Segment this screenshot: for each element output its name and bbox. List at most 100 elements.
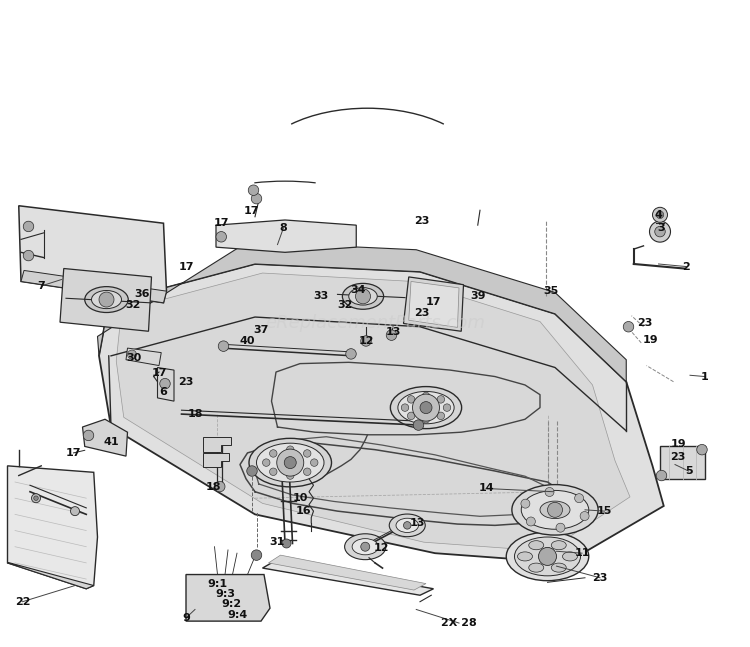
Circle shape (346, 349, 356, 359)
Text: 9:4: 9:4 (226, 609, 248, 620)
Text: 14: 14 (478, 483, 494, 494)
Polygon shape (126, 348, 161, 366)
Circle shape (23, 250, 34, 261)
Circle shape (652, 207, 668, 223)
Text: 9:1: 9:1 (208, 578, 227, 589)
Text: 22: 22 (15, 597, 30, 607)
Ellipse shape (396, 518, 418, 532)
Ellipse shape (551, 541, 566, 550)
Text: 13: 13 (386, 327, 400, 337)
Text: 39: 39 (471, 291, 486, 302)
Polygon shape (8, 563, 94, 589)
Text: 23: 23 (414, 307, 429, 318)
Circle shape (216, 232, 226, 242)
Circle shape (83, 430, 94, 441)
Circle shape (214, 481, 225, 492)
Circle shape (413, 420, 424, 430)
Circle shape (422, 415, 430, 423)
Ellipse shape (562, 552, 578, 561)
Circle shape (413, 394, 440, 421)
Polygon shape (202, 453, 229, 467)
Circle shape (361, 542, 370, 551)
Polygon shape (404, 277, 464, 331)
Text: 11: 11 (574, 548, 590, 558)
Polygon shape (268, 555, 426, 590)
Circle shape (282, 539, 291, 548)
Text: 17: 17 (178, 262, 194, 272)
Text: 40: 40 (240, 336, 255, 346)
Circle shape (284, 457, 296, 468)
Polygon shape (60, 269, 152, 331)
Ellipse shape (521, 490, 589, 529)
Text: 17: 17 (152, 367, 167, 378)
Circle shape (697, 444, 707, 455)
Circle shape (656, 211, 664, 219)
Text: 23: 23 (670, 452, 686, 462)
Ellipse shape (390, 387, 461, 429)
Circle shape (437, 412, 445, 420)
Polygon shape (19, 206, 166, 303)
Text: 7: 7 (38, 281, 45, 291)
Text: 10: 10 (292, 493, 308, 503)
Text: 32: 32 (126, 300, 141, 311)
Circle shape (286, 472, 294, 479)
Circle shape (277, 449, 304, 476)
Text: 12: 12 (374, 543, 388, 553)
Circle shape (574, 494, 584, 503)
Circle shape (420, 402, 432, 413)
Circle shape (70, 507, 80, 516)
Circle shape (128, 350, 136, 359)
Ellipse shape (389, 514, 425, 537)
Ellipse shape (514, 537, 580, 576)
Ellipse shape (518, 552, 532, 561)
Circle shape (655, 226, 665, 237)
Text: 1: 1 (701, 371, 709, 382)
Polygon shape (409, 281, 459, 327)
Text: 8: 8 (280, 223, 287, 233)
Polygon shape (262, 560, 434, 595)
Ellipse shape (529, 541, 544, 550)
Text: 18: 18 (188, 409, 202, 419)
Circle shape (556, 523, 565, 532)
Circle shape (443, 404, 451, 411)
Text: 4: 4 (655, 210, 662, 220)
Circle shape (361, 336, 371, 346)
Text: 23: 23 (638, 318, 652, 329)
Circle shape (538, 547, 556, 565)
Ellipse shape (256, 443, 324, 482)
Text: eReplacementParts.com: eReplacementParts.com (265, 314, 485, 333)
Circle shape (99, 292, 114, 307)
Circle shape (407, 395, 415, 403)
Ellipse shape (398, 391, 454, 424)
Text: 41: 41 (104, 437, 118, 447)
Text: 37: 37 (254, 325, 268, 335)
Circle shape (650, 221, 670, 242)
Circle shape (548, 502, 562, 518)
Circle shape (269, 468, 277, 476)
Text: 34: 34 (351, 285, 366, 295)
Text: 2X 28: 2X 28 (441, 618, 477, 628)
Text: 17: 17 (66, 448, 81, 458)
Circle shape (437, 395, 445, 403)
Circle shape (262, 459, 270, 466)
Text: 9: 9 (182, 613, 190, 623)
Circle shape (34, 496, 38, 500)
Circle shape (545, 487, 554, 496)
Text: 6: 6 (160, 387, 167, 397)
Polygon shape (660, 446, 705, 479)
Text: 17: 17 (426, 297, 441, 307)
Circle shape (401, 404, 409, 411)
Text: 9:2: 9:2 (221, 599, 241, 609)
Ellipse shape (342, 283, 383, 309)
Circle shape (304, 450, 311, 457)
Text: 2: 2 (682, 261, 690, 272)
Text: 30: 30 (126, 353, 141, 363)
Text: 31: 31 (270, 537, 285, 547)
Polygon shape (98, 242, 626, 382)
Circle shape (580, 512, 589, 521)
Circle shape (251, 193, 262, 204)
Text: 32: 32 (338, 300, 352, 311)
Circle shape (407, 412, 415, 420)
Polygon shape (99, 264, 664, 563)
Circle shape (269, 450, 277, 457)
